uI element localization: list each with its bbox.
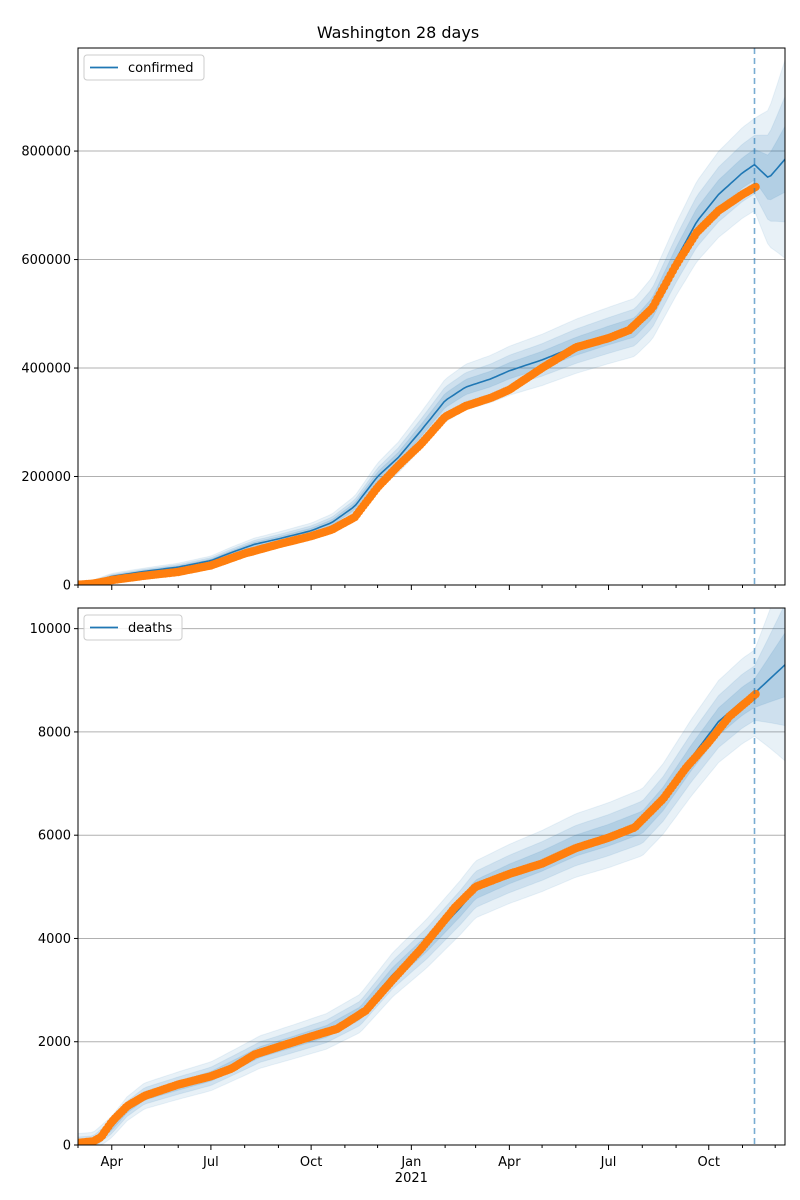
- legend-box: [83, 614, 183, 641]
- x-tick-label: Jan: [400, 1155, 421, 1170]
- x-tick-label: Jul: [600, 1155, 617, 1170]
- x-tick-label: Apr: [498, 1155, 521, 1170]
- deaths-panel: 0 2000 4000 6000 8000 10000 Apr Jul Oct Jan Apr Jul…: [30, 607, 786, 1186]
- figure-title: Washington 28 days: [317, 23, 479, 42]
- legend-box: [83, 54, 205, 81]
- y-tick-label: 0: [63, 579, 71, 594]
- y-tick-label: 8000: [38, 725, 71, 740]
- legend-label: confirmed: [128, 61, 194, 76]
- y-tick-label: 4000: [38, 932, 71, 947]
- legend: deaths: [83, 614, 183, 641]
- x-tick-label: Jul: [202, 1155, 219, 1170]
- legend-label: deaths: [128, 621, 173, 636]
- plot-area: [78, 608, 785, 1145]
- axes-frame: [77, 47, 786, 586]
- y-tick-label: 600000: [21, 253, 71, 268]
- y-tick-label: 200000: [21, 470, 71, 485]
- y-tick-label: 0: [63, 1139, 71, 1154]
- x-year-label: 2021: [395, 1171, 428, 1186]
- y-tick-label: 2000: [38, 1035, 71, 1050]
- plot-area: [78, 59, 785, 585]
- x-tick-label: Oct: [300, 1155, 322, 1170]
- confirmed-panel: 0 200000 400000 600000 800000 confirmed: [21, 47, 786, 594]
- y-tick-label: 6000: [38, 829, 71, 844]
- y-tick-label: 400000: [21, 362, 71, 377]
- y-tick-label: 10000: [30, 622, 71, 637]
- observed-point: [751, 689, 760, 699]
- legend: confirmed: [83, 54, 205, 81]
- observed-point: [751, 182, 760, 192]
- axes-frame: [77, 607, 786, 1146]
- y-tick-label: 800000: [21, 145, 71, 160]
- x-tick-label: Apr: [101, 1155, 124, 1170]
- x-tick-label: Oct: [698, 1155, 720, 1170]
